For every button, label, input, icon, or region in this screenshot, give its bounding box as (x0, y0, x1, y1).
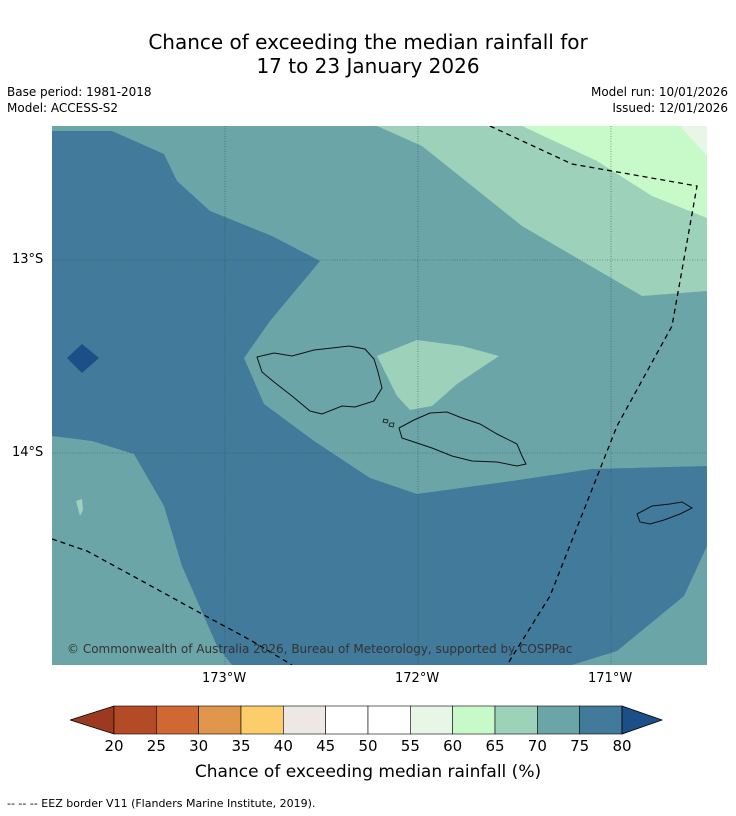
colorbar-tick-label: 65 (485, 737, 505, 755)
colorbar-cell (367, 705, 411, 735)
zone-80-plus (67, 344, 99, 373)
colorbar-over-arrow (621, 705, 664, 735)
colorbar-cell (113, 705, 157, 735)
eez-footnote: -- -- -- EEZ border V11 (Flanders Marine… (7, 797, 316, 810)
colorbar-cell (452, 705, 496, 735)
colorbar-tick-label: 40 (273, 737, 293, 755)
colorbar-tick-label: 25 (146, 737, 166, 755)
colorbar-cell (410, 705, 453, 735)
colorbar-tick-label: 35 (231, 737, 251, 755)
zone-55-60-ne (680, 126, 707, 156)
colorbar-tick-label: 45 (316, 737, 336, 755)
colorbar-tick-label: 55 (400, 737, 420, 755)
colorbar-tick-label: 80 (612, 737, 632, 755)
colorbar-cell (156, 705, 199, 735)
graticule (52, 126, 707, 665)
model-run: Model run: 10/01/2026 (590, 85, 728, 99)
tutuila-island (636, 501, 694, 525)
lon-label-173w: 173°W (202, 671, 247, 686)
eez-border-east (489, 126, 698, 665)
colorbar-cell (494, 705, 538, 735)
zone-65-70-central (377, 340, 499, 410)
meta-right: Model run: 10/01/2026 Issued: 12/01/2026 (591, 84, 728, 116)
rainfall-map (52, 126, 707, 665)
colorbar-cell (283, 705, 326, 735)
base-period: Base period: 1981-2018 (7, 85, 152, 99)
lon-label-171w: 171°W (588, 671, 633, 686)
colorbar-under-arrow (70, 705, 115, 735)
model-name: Model: ACCESS-S2 (7, 101, 119, 115)
lon-label-172w: 172°W (395, 671, 440, 686)
colorbar-tick-label: 75 (570, 737, 590, 755)
savaii-island (256, 345, 383, 415)
colorbar-cell (579, 705, 623, 735)
colorbar-cell (240, 705, 284, 735)
map-title: Chance of exceeding the median rainfall … (0, 30, 736, 78)
colorbar-tick-label: 30 (189, 737, 209, 755)
meta-left: Base period: 1981-2018 Model: ACCESS-S2 (7, 84, 152, 116)
colorbar-cell (537, 705, 580, 735)
colorbar-cell (198, 705, 242, 735)
colorbar-cell (325, 705, 369, 735)
manono-island (382, 418, 389, 424)
lat-label-13s: 13°S (12, 252, 44, 267)
colorbar-cells (113, 705, 623, 735)
upolu-island (398, 411, 527, 467)
zone-60-65-ne (522, 126, 707, 218)
copyright-notice: © Commonwealth of Australia 2026, Bureau… (67, 642, 573, 656)
colorbar-tick-label: 60 (443, 737, 463, 755)
colorbar-tick-label: 70 (527, 737, 547, 755)
colorbar-title: Chance of exceeding median rainfall (%) (194, 762, 542, 782)
lat-label-14s: 14°S (12, 445, 44, 460)
eez-border-southwest (52, 538, 293, 665)
title-line-2: 17 to 23 January 2026 (256, 54, 480, 78)
colorbar-tick-label: 50 (358, 737, 378, 755)
apolima-island (388, 422, 395, 428)
zone-65-70-speck (76, 499, 83, 516)
colorbar (70, 705, 664, 735)
title-line-1: Chance of exceeding the median rainfall … (148, 30, 588, 54)
zone-75-80 (52, 131, 707, 665)
colorbar-tick-label: 20 (104, 737, 124, 755)
issued-date: Issued: 12/01/2026 (612, 101, 728, 115)
